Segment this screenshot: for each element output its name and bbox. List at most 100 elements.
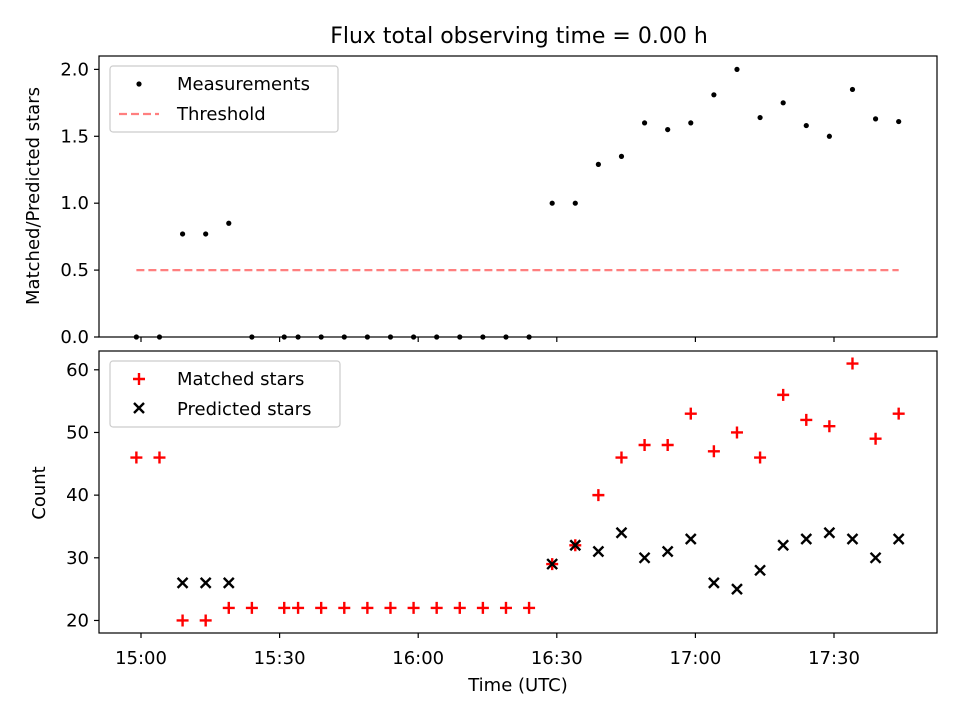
ratio-y-tick-label: 1.5	[60, 126, 89, 147]
x-tick-label: 16:00	[392, 648, 444, 669]
count-y-tick-label: 40	[66, 485, 89, 506]
matched-star-point	[846, 357, 859, 370]
matched-star-point	[661, 439, 674, 451]
ratio-legend-box	[109, 65, 339, 133]
matched-star-point	[453, 601, 466, 614]
matched-star-point	[384, 601, 397, 614]
predicted-star-point	[592, 545, 605, 558]
ratio-panel: Matched/Predicted stars 0.00.51.01.52.0 …	[23, 55, 938, 348]
matched-star-point	[592, 489, 605, 502]
x-tick-label: 15:30	[254, 648, 306, 669]
measurement-point	[826, 133, 832, 139]
measurement-point	[549, 200, 555, 206]
x-tick-label: 17:00	[669, 648, 721, 669]
count-panel: Count Time (UTC) 20 30 40 50 60 15:00 15:30 16…	[29, 350, 938, 696]
matched-star-point	[800, 413, 813, 426]
matched-star-point	[430, 601, 443, 614]
matched-star-point	[615, 451, 628, 464]
ratio-panel-frame	[98, 55, 938, 338]
predicted-star-point	[199, 577, 212, 589]
predicted-star-point	[176, 577, 189, 589]
matched-star-point	[823, 420, 836, 433]
matched-star-point	[222, 601, 235, 614]
matched-star-point	[730, 426, 743, 439]
predicted-star-point	[638, 551, 651, 564]
measurement-point	[711, 92, 717, 98]
count-x-axis: 15:00 15:30 16:00 16:30 17:00 17:30	[115, 633, 860, 669]
predicted-star-point	[846, 533, 859, 545]
measurement-point	[849, 86, 856, 93]
matched-star-point	[338, 601, 351, 614]
matched-star-point	[638, 439, 651, 451]
matched-star-point	[176, 614, 189, 627]
matched-star-point	[245, 601, 258, 614]
x-axis-label: Time (UTC)	[467, 675, 568, 696]
ratio-y-tick-label: 2.0	[60, 59, 89, 80]
predicted-star-point	[754, 564, 766, 577]
x-tick-label: 17:30	[808, 648, 860, 669]
matched-star-point	[523, 601, 536, 614]
figure-title: Flux total observing time = 0.00 h	[330, 24, 708, 49]
x-tick-label: 16:30	[531, 648, 583, 669]
measurement-point	[757, 114, 763, 121]
legend-matched-label: Matched stars	[177, 369, 304, 390]
ratio-y-tick-label: 1.0	[60, 193, 89, 214]
ratio-y-tick-label: 0.0	[60, 327, 89, 348]
predicted-star-point	[777, 539, 790, 552]
matched-star-point	[315, 601, 328, 614]
matched-star-point	[199, 614, 212, 627]
count-y-tick-label: 50	[66, 422, 89, 443]
measurement-point	[896, 118, 902, 125]
predicted-star-point	[869, 551, 882, 564]
measurement-point	[780, 100, 786, 106]
matched-star-point	[754, 451, 767, 464]
measurement-point	[688, 120, 694, 126]
matched-star-point	[130, 451, 143, 464]
matched-star-point	[684, 407, 697, 420]
predicted-star-point	[222, 577, 235, 589]
predicted-star-point	[684, 533, 697, 545]
count-panel-frame	[98, 350, 938, 634]
matched-star-point	[361, 601, 374, 614]
measurement-point	[872, 116, 879, 122]
legend-predicted-label: Predicted stars	[177, 399, 311, 420]
measurement-point	[734, 66, 740, 72]
count-y-tick-label: 20	[66, 610, 89, 631]
matched-star-point	[869, 432, 882, 445]
measurement-point	[226, 220, 232, 226]
legend-threshold-label: Threshold	[176, 104, 266, 125]
legend-measurements-marker	[136, 81, 142, 87]
measurement-point	[595, 161, 601, 167]
matched-star-point	[278, 601, 291, 614]
matched-star-point	[892, 407, 905, 420]
ratio-legend: Measurements Threshold	[109, 65, 339, 133]
matched-star-point	[153, 451, 166, 464]
count-y-tick-label: 60	[66, 360, 89, 381]
count-y-tick-label: 30	[66, 548, 89, 569]
ratio-x-axis	[140, 337, 835, 342]
legend-matched-marker	[133, 373, 145, 385]
ratio-y-tick-label: 0.5	[60, 260, 89, 281]
measurement-point	[641, 120, 648, 126]
predicted-star-point	[661, 545, 674, 558]
measurement-point	[203, 231, 209, 237]
ratio-y-axis-label: Matched/Predicted stars	[23, 87, 44, 305]
matched-star-point	[707, 445, 720, 458]
x-tick-label: 15:00	[115, 648, 167, 669]
predicted-star-point	[708, 577, 720, 589]
count-legend: Matched stars Predicted stars	[109, 360, 341, 428]
predicted-star-point	[892, 533, 905, 545]
predicted-star-point	[800, 533, 813, 545]
predicted-star-point	[823, 526, 836, 539]
count-y-axis-label: Count	[29, 466, 50, 519]
count-plot-area	[130, 357, 905, 627]
measurement-point	[665, 126, 671, 133]
measurement-point	[803, 122, 809, 129]
count-legend-box	[109, 360, 341, 428]
measurement-point	[572, 200, 578, 206]
measurement-point	[618, 153, 625, 159]
matched-star-point	[499, 601, 512, 614]
matched-star-point	[407, 601, 420, 614]
legend-predicted-marker	[133, 402, 145, 414]
